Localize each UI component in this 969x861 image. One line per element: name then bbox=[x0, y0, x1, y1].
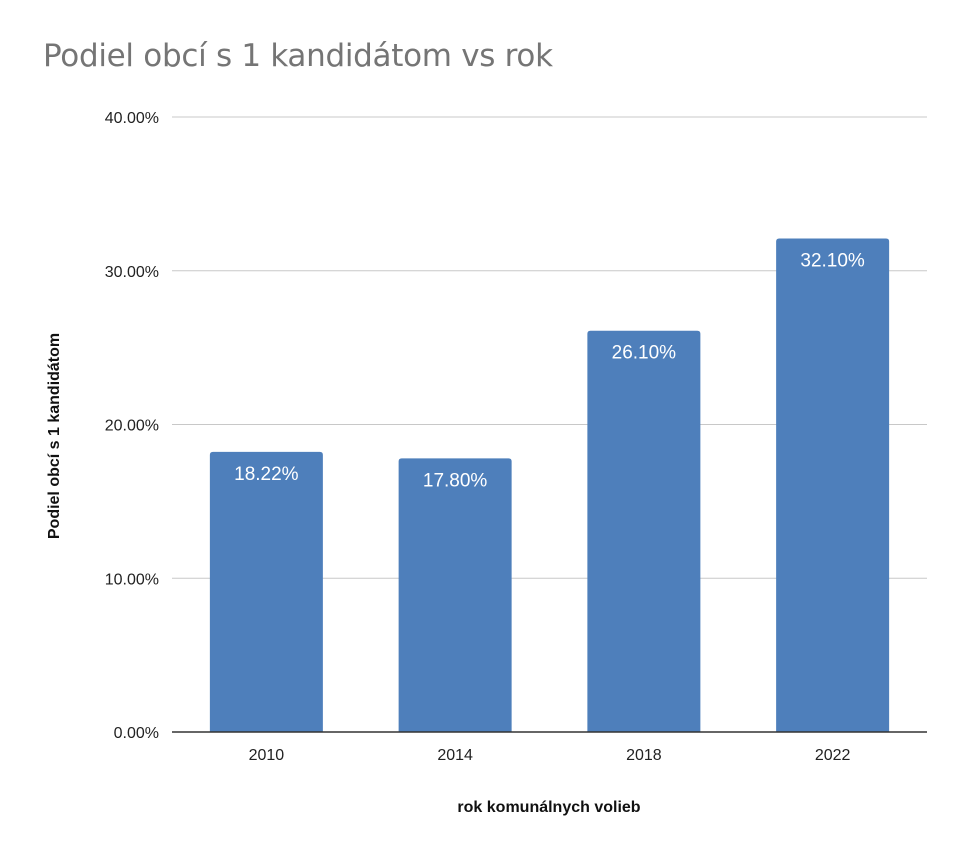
x-tick-label: 2010 bbox=[249, 747, 285, 764]
x-tick-labels: 2010 2014 2018 2022 bbox=[249, 747, 851, 764]
x-tick-label: 2022 bbox=[815, 747, 851, 764]
bar-data-label: 32.10% bbox=[800, 250, 865, 271]
bars bbox=[209, 238, 890, 732]
y-tick-label: 10.00% bbox=[105, 571, 159, 588]
bar-data-label: 17.80% bbox=[423, 470, 488, 491]
y-axis-label: Podiel obcí s 1 kandidátom bbox=[46, 333, 63, 539]
x-tick-label: 2018 bbox=[626, 747, 662, 764]
bar-2018 bbox=[587, 330, 701, 732]
bar-2022 bbox=[776, 238, 890, 732]
bar-data-label: 26.10% bbox=[612, 343, 677, 364]
chart-title: Podiel obcí s 1 kandidátom vs rok bbox=[43, 38, 553, 74]
y-tick-label: 0.00% bbox=[114, 725, 159, 742]
bar-data-label: 18.22% bbox=[234, 464, 299, 485]
x-tick-label: 2014 bbox=[437, 747, 473, 764]
y-tick-label: 30.00% bbox=[105, 264, 159, 281]
bar-2010 bbox=[209, 451, 323, 732]
y-tick-labels: 0.00% 10.00% 20.00% 30.00% 40.00% bbox=[105, 110, 159, 742]
y-tick-label: 20.00% bbox=[105, 418, 159, 435]
x-axis-label: rok komunálnych volieb bbox=[457, 799, 640, 816]
bar-2014 bbox=[398, 458, 512, 732]
y-tick-label: 40.00% bbox=[105, 110, 159, 127]
bar-data-labels: 18.22% 17.80% 26.10% 32.10% bbox=[234, 250, 865, 491]
